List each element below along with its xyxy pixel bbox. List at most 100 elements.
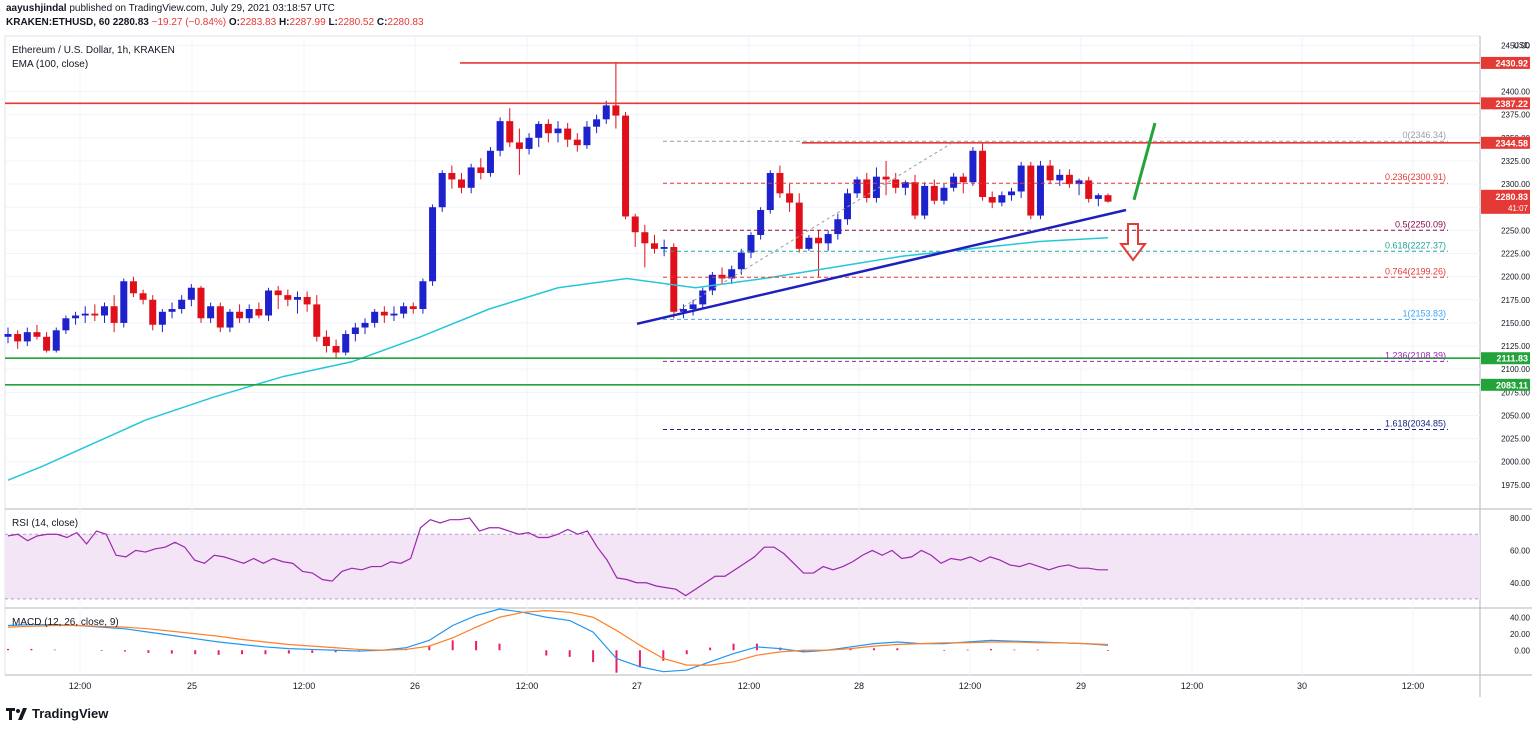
candle-body xyxy=(322,336,330,347)
candle-body xyxy=(930,185,938,201)
candle-body xyxy=(1085,180,1093,199)
price-tick-label: 2000.00 xyxy=(1501,458,1530,467)
chart-title: Ethereum / U.S. Dollar, 1h, KRAKEN xyxy=(12,45,175,56)
candle-body xyxy=(43,336,51,351)
price-tick-label: 2375.00 xyxy=(1501,111,1530,120)
price-tick-label: 2400.00 xyxy=(1501,88,1530,97)
candle-body xyxy=(216,306,224,328)
time-tick-label: 26 xyxy=(410,681,420,691)
candle-body xyxy=(1036,165,1044,216)
candle-body xyxy=(1065,174,1073,185)
ema-line xyxy=(7,237,1109,481)
candle-body xyxy=(187,287,195,300)
candle-body xyxy=(265,290,273,316)
candle-body xyxy=(168,309,176,312)
candle-body xyxy=(1017,165,1025,192)
candle-body xyxy=(1008,191,1016,196)
candle-body xyxy=(940,187,948,201)
support-trendline xyxy=(636,208,1127,326)
candle-body xyxy=(81,313,89,316)
candle-body xyxy=(602,105,610,120)
price-tick-label: 2325.00 xyxy=(1501,157,1530,166)
fib-level-label: 0.5(2250.09) xyxy=(1395,219,1446,229)
level-tag-label: 2344.58 xyxy=(1495,138,1528,148)
candle-body xyxy=(708,274,716,291)
candle-body xyxy=(486,150,494,173)
candle-body xyxy=(351,327,359,335)
open-label: O: xyxy=(228,17,241,28)
candle-body xyxy=(670,247,678,312)
price-tick-label: 2150.00 xyxy=(1501,319,1530,328)
indicator-label: EMA (100, close) xyxy=(12,59,88,70)
candle-body xyxy=(409,306,417,310)
candle-body xyxy=(776,172,784,194)
time-axis[interactable]: 12:00 25 12:00 26 12:00 27 12:00 28 12:00 29 12:00… xyxy=(69,681,1425,691)
level-tag-label: 2430.92 xyxy=(1495,58,1528,68)
candle-body xyxy=(1046,165,1054,181)
rsi-pane[interactable]: RSI (14, close) xyxy=(5,517,1480,600)
candle-body xyxy=(766,172,774,210)
candle-body xyxy=(631,216,639,233)
candle-body xyxy=(950,176,958,188)
candle-body xyxy=(728,269,736,279)
current-price-tag xyxy=(1481,189,1530,214)
candle-body xyxy=(815,237,823,244)
candle-body xyxy=(120,281,128,323)
candle-body xyxy=(255,309,263,316)
price-pane[interactable]: Ethereum / U.S. Dollar, 1h, KRAKEN EMA (1… xyxy=(4,45,1481,481)
current-price-label: 2280.83 xyxy=(1495,192,1528,202)
candle-body xyxy=(1104,195,1112,202)
candle-body xyxy=(622,115,630,217)
rsi-band xyxy=(5,534,1480,599)
candle-body xyxy=(139,293,147,300)
time-tick-label: 12:00 xyxy=(1402,681,1425,691)
candle-body xyxy=(882,176,890,180)
fib-level-label: 0(2346.34) xyxy=(1402,130,1446,140)
candle-body xyxy=(91,313,99,316)
macd-tick-label: 40.00 xyxy=(1510,613,1531,622)
candle-body xyxy=(458,179,466,188)
candle-body xyxy=(872,176,880,198)
ohlc-bar: KRAKEN:ETHUSD, 60 2280.83 −19.27 (−0.84%… xyxy=(6,17,424,28)
macd-tick-label: 0.00 xyxy=(1514,646,1530,655)
price-tick-label: 2125.00 xyxy=(1501,342,1530,351)
time-tick-label: 12:00 xyxy=(293,681,316,691)
level-tag xyxy=(1481,97,1530,110)
time-tick-label: 12:00 xyxy=(1181,681,1204,691)
high-label: H: xyxy=(278,17,290,28)
macd-pane[interactable]: MACD (12, 26, close, 9) xyxy=(7,608,1109,673)
candle-body xyxy=(679,309,687,312)
candle-body xyxy=(554,128,562,134)
author-name[interactable]: aayushjindal xyxy=(6,3,67,14)
candle-body xyxy=(1027,165,1035,216)
candle-body xyxy=(438,172,446,208)
price-tick-label: 1975.00 xyxy=(1501,481,1530,490)
level-tag xyxy=(1481,352,1530,365)
candle-body xyxy=(197,287,205,319)
candle-body xyxy=(380,311,388,316)
time-tick-label: 12:00 xyxy=(738,681,761,691)
macd-tick-label: 20.00 xyxy=(1510,630,1531,639)
price-tick-label: 2450.00 xyxy=(1501,41,1530,50)
bearish-arrow-icon xyxy=(1119,223,1147,262)
candle-body xyxy=(390,313,398,316)
price-change: −19.27 (−0.84%) xyxy=(151,17,227,28)
candle-body xyxy=(245,309,253,319)
candle-body xyxy=(515,142,523,149)
level-tag xyxy=(1481,378,1530,391)
bullish-projection xyxy=(1132,122,1157,201)
candle-body xyxy=(4,334,12,337)
candle-body xyxy=(361,322,369,328)
candle-body xyxy=(158,311,166,325)
brand-footer[interactable]: TradingView xyxy=(6,706,108,721)
fib-level-label: 0.618(2227.37) xyxy=(1385,240,1446,250)
tradingview-logo-icon xyxy=(6,707,27,720)
macd-label: MACD (12, 26, close, 9) xyxy=(12,617,119,628)
candle-body xyxy=(448,172,456,180)
price-axis[interactable]: 1975.00 2000.00 2025.00 2050.00 2075.00 2100.… xyxy=(1481,41,1531,655)
candle-body xyxy=(33,332,41,337)
candle-body xyxy=(998,195,1006,203)
candle-body xyxy=(313,304,321,337)
candle-body xyxy=(573,139,581,146)
